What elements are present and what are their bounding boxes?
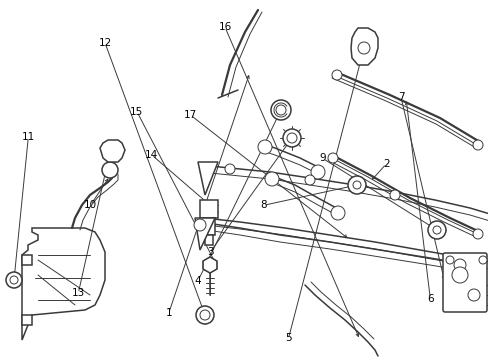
- Circle shape: [270, 100, 290, 120]
- Circle shape: [310, 165, 325, 179]
- Polygon shape: [195, 218, 215, 250]
- Circle shape: [194, 219, 205, 231]
- Circle shape: [453, 259, 465, 271]
- Text: 12: 12: [98, 38, 112, 48]
- Circle shape: [6, 272, 22, 288]
- FancyBboxPatch shape: [442, 253, 486, 312]
- Text: 6: 6: [426, 294, 433, 304]
- Circle shape: [352, 181, 360, 189]
- Circle shape: [102, 162, 118, 178]
- Circle shape: [445, 256, 453, 264]
- Circle shape: [305, 175, 314, 185]
- Circle shape: [357, 42, 369, 54]
- Circle shape: [331, 70, 341, 80]
- Circle shape: [330, 206, 345, 220]
- Circle shape: [264, 172, 279, 186]
- Polygon shape: [204, 235, 213, 245]
- Text: 15: 15: [130, 107, 143, 117]
- Text: 16: 16: [218, 22, 231, 32]
- Polygon shape: [100, 140, 125, 162]
- Text: 1: 1: [165, 308, 172, 318]
- Text: 13: 13: [71, 288, 85, 298]
- Polygon shape: [198, 162, 218, 195]
- Text: 4: 4: [194, 276, 201, 286]
- Circle shape: [275, 105, 285, 115]
- Text: 2: 2: [382, 159, 389, 169]
- Circle shape: [478, 256, 486, 264]
- Text: 17: 17: [183, 110, 197, 120]
- Circle shape: [200, 310, 209, 320]
- Text: 3: 3: [206, 247, 213, 257]
- Circle shape: [286, 133, 296, 143]
- Circle shape: [10, 276, 18, 284]
- Text: 7: 7: [397, 92, 404, 102]
- Text: 8: 8: [260, 200, 267, 210]
- Text: 5: 5: [285, 333, 291, 343]
- Text: 9: 9: [319, 153, 325, 163]
- Polygon shape: [22, 255, 32, 265]
- Polygon shape: [22, 228, 105, 340]
- Circle shape: [427, 221, 445, 239]
- Polygon shape: [203, 218, 215, 235]
- Circle shape: [196, 306, 214, 324]
- Polygon shape: [200, 200, 218, 218]
- Circle shape: [472, 140, 482, 150]
- Circle shape: [472, 229, 482, 239]
- Circle shape: [347, 176, 365, 194]
- Text: 11: 11: [21, 132, 35, 142]
- Circle shape: [327, 153, 337, 163]
- Polygon shape: [350, 28, 377, 65]
- Circle shape: [258, 140, 271, 154]
- Polygon shape: [203, 257, 217, 273]
- Text: 10: 10: [84, 200, 97, 210]
- Circle shape: [432, 226, 440, 234]
- Circle shape: [283, 129, 301, 147]
- Circle shape: [224, 164, 235, 174]
- Circle shape: [467, 289, 479, 301]
- Polygon shape: [22, 315, 32, 325]
- Circle shape: [451, 267, 467, 283]
- Text: 14: 14: [144, 150, 158, 160]
- Circle shape: [389, 190, 399, 200]
